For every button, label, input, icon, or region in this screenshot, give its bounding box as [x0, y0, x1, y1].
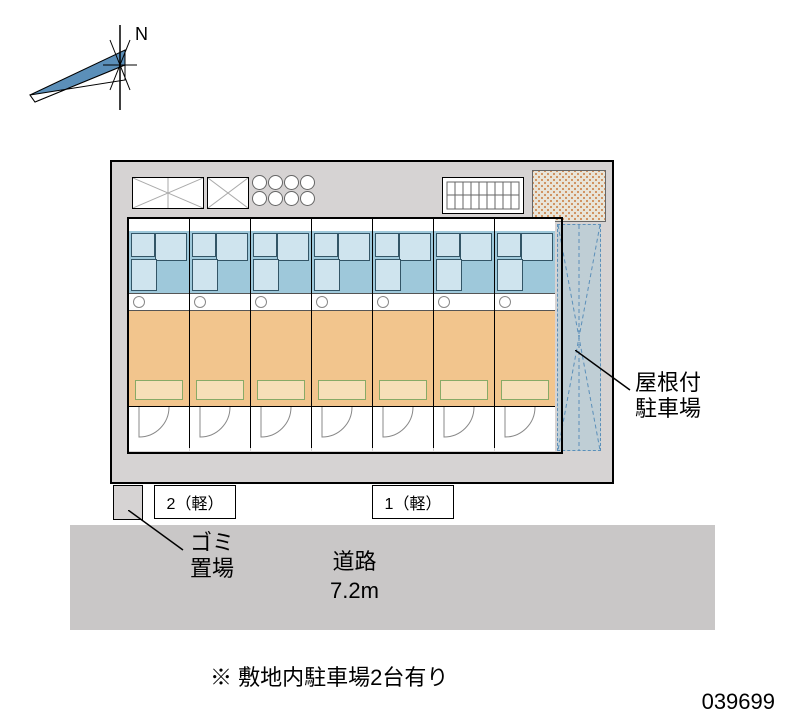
unit-7 [495, 219, 555, 448]
garbage-label-2: 置場 [190, 556, 234, 582]
road-label-2: 7.2m [330, 577, 379, 606]
covered-parking-label-2: 駐車場 [635, 396, 701, 422]
unit-2 [190, 219, 251, 448]
storage-box-2 [207, 177, 249, 209]
footnote: ※ 敷地内駐車場2台有り [210, 660, 448, 692]
stair-box [442, 177, 524, 214]
unit-1 [129, 219, 190, 448]
road-label-1: 道路 [330, 548, 379, 577]
hatched-area [532, 170, 606, 222]
parking-spot-1: 1（軽） [372, 485, 454, 519]
storage-box-1 [132, 177, 204, 209]
leader-garbage [128, 510, 198, 560]
covered-parking-label: 屋根付 駐車場 [635, 370, 701, 423]
unit-4 [312, 219, 373, 448]
unit-3 [251, 219, 312, 448]
svg-text:N: N [135, 24, 148, 44]
site-plan-canvas: N [0, 0, 800, 727]
unit-5 [373, 219, 434, 448]
compass: N [15, 10, 155, 130]
parking-spot-1-label: 1（軽） [385, 490, 442, 514]
site-boundary [110, 160, 614, 484]
covered-parking-lane [557, 224, 601, 451]
garbage-label-1: ゴミ [190, 530, 234, 556]
unit-6 [434, 219, 495, 448]
road-label: 道路 7.2m [330, 548, 379, 605]
covered-parking-label-1: 屋根付 [635, 370, 701, 396]
meter-circles-bottom [252, 191, 315, 206]
building-row [127, 217, 563, 454]
id-number: 039699 [702, 689, 775, 715]
garbage-label: ゴミ 置場 [190, 530, 234, 583]
meter-circles-top [252, 175, 315, 190]
